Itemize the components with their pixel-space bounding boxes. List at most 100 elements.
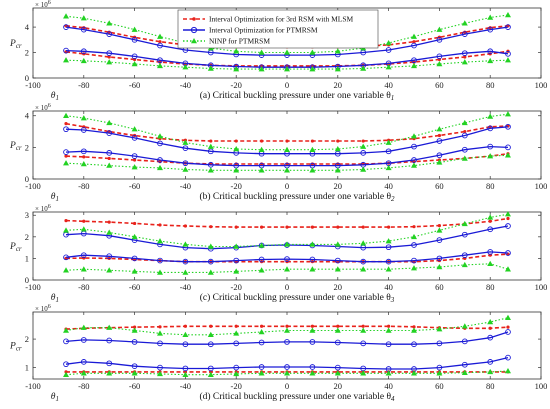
data-point bbox=[487, 214, 494, 220]
data-point bbox=[207, 365, 214, 372]
data-point bbox=[133, 158, 137, 162]
data-point bbox=[207, 258, 214, 265]
x-tick-label: 100 bbox=[535, 282, 548, 292]
data-point bbox=[487, 57, 494, 64]
data-point bbox=[385, 266, 392, 272]
data-point bbox=[182, 64, 189, 70]
data-point bbox=[131, 268, 138, 274]
y-tick-label: 0 bbox=[25, 73, 29, 83]
data-point bbox=[106, 162, 113, 168]
x-tick-label: -80 bbox=[78, 381, 89, 391]
data-point bbox=[207, 243, 214, 249]
data-point bbox=[63, 24, 69, 30]
x-tick-label: 0 bbox=[285, 181, 289, 191]
data-point bbox=[436, 370, 443, 376]
x-tick-label: -40 bbox=[180, 80, 191, 90]
panel-caption-sub: 4 bbox=[391, 395, 395, 403]
data-point bbox=[488, 219, 492, 223]
x-tick-label: -100 bbox=[25, 181, 41, 191]
data-point bbox=[334, 327, 341, 333]
data-point bbox=[157, 133, 163, 139]
data-point bbox=[107, 220, 111, 224]
y-axis-label: Pcr bbox=[9, 342, 22, 353]
data-point bbox=[385, 148, 392, 155]
data-point bbox=[334, 370, 341, 376]
data-point bbox=[411, 327, 417, 333]
data-point bbox=[64, 122, 68, 126]
series-ninp-4 bbox=[63, 111, 511, 152]
data-point bbox=[233, 370, 240, 377]
data-point bbox=[310, 324, 314, 328]
data-point bbox=[385, 258, 392, 265]
series-rsm-0 bbox=[64, 122, 510, 143]
data-point bbox=[360, 327, 367, 333]
data-point bbox=[182, 166, 189, 172]
data-point bbox=[258, 370, 265, 376]
data-point bbox=[505, 329, 511, 335]
data-point bbox=[207, 148, 214, 155]
x-tick-label: 60 bbox=[435, 282, 444, 292]
x-tick-label: 80 bbox=[486, 80, 495, 90]
panel-caption-sub: 1 bbox=[391, 94, 395, 102]
axis-multiplier-exp: 6 bbox=[48, 103, 51, 109]
data-point bbox=[505, 223, 511, 229]
data-point bbox=[505, 24, 511, 30]
data-point bbox=[63, 254, 69, 261]
data-point bbox=[284, 339, 290, 345]
data-point bbox=[463, 55, 467, 59]
series-ninp-5 bbox=[63, 368, 511, 377]
data-point bbox=[504, 368, 511, 374]
data-point bbox=[461, 323, 468, 329]
x-axis-label: θ1 bbox=[51, 192, 59, 203]
data-point bbox=[260, 225, 264, 229]
series-line bbox=[65, 126, 509, 155]
data-point bbox=[436, 138, 443, 144]
y-tick-label: 0 bbox=[25, 275, 29, 285]
data-point bbox=[157, 140, 163, 147]
y-tick-label: 2 bbox=[25, 142, 29, 152]
legend-item-2: Interval Optimization for PTMRSM bbox=[183, 26, 318, 35]
data-point bbox=[461, 132, 468, 139]
legend-item-3: NINP for PTMRSM bbox=[183, 37, 270, 46]
data-point bbox=[157, 364, 163, 371]
data-point bbox=[309, 49, 316, 55]
data-point bbox=[412, 325, 416, 329]
series-ptm-3 bbox=[63, 249, 511, 265]
data-point bbox=[334, 150, 341, 157]
data-point bbox=[233, 167, 240, 173]
data-point bbox=[131, 135, 138, 141]
legend-label: NINP for PTMRSM bbox=[209, 37, 270, 46]
x-axis-label: θ1 bbox=[51, 392, 59, 403]
data-point bbox=[461, 50, 468, 57]
x-tick-label: 80 bbox=[486, 181, 495, 191]
data-point bbox=[158, 223, 162, 227]
data-point bbox=[80, 127, 87, 133]
data-point bbox=[63, 126, 69, 133]
data-point bbox=[411, 162, 417, 168]
data-point bbox=[360, 240, 367, 246]
data-point bbox=[157, 157, 163, 163]
data-point bbox=[487, 249, 494, 255]
data-point bbox=[505, 123, 511, 130]
data-point bbox=[157, 370, 163, 377]
data-point bbox=[157, 269, 163, 275]
data-point bbox=[258, 364, 265, 370]
data-point bbox=[309, 66, 316, 72]
x-axis-label-sub: 1 bbox=[55, 195, 59, 203]
data-point bbox=[436, 152, 443, 159]
data-point bbox=[207, 331, 214, 338]
data-point bbox=[63, 327, 70, 333]
data-point bbox=[284, 66, 290, 72]
data-point bbox=[182, 269, 189, 275]
data-point bbox=[309, 256, 316, 263]
data-point bbox=[309, 364, 316, 370]
data-point bbox=[131, 370, 138, 376]
data-point bbox=[385, 341, 392, 348]
data-point bbox=[461, 119, 468, 126]
data-point bbox=[436, 61, 443, 67]
data-point bbox=[361, 139, 365, 143]
x-tick-label: -40 bbox=[180, 282, 191, 292]
y-tick-label: 2 bbox=[25, 232, 29, 242]
y-tick-label: 1 bbox=[25, 253, 29, 263]
y-axis-label-sub: cr bbox=[16, 42, 22, 50]
